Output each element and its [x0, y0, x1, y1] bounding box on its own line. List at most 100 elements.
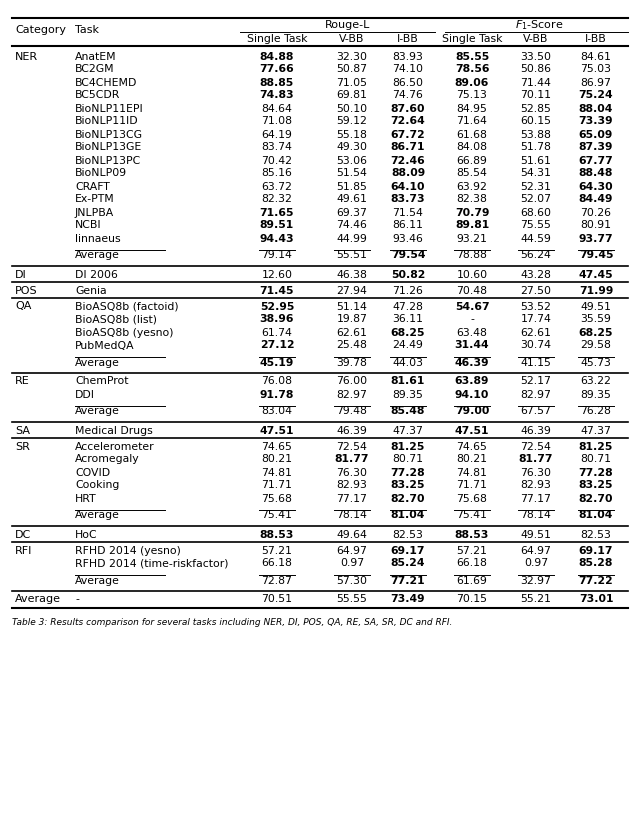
Text: 74.46: 74.46 — [337, 221, 367, 231]
Text: 74.83: 74.83 — [260, 90, 294, 101]
Text: 87.60: 87.60 — [391, 103, 425, 113]
Text: 45.73: 45.73 — [580, 357, 611, 367]
Text: 69.37: 69.37 — [337, 208, 367, 218]
Text: Average: Average — [75, 407, 120, 417]
Text: 50.10: 50.10 — [337, 103, 367, 113]
Text: BioNLP13CG: BioNLP13CG — [75, 130, 143, 140]
Text: 63.48: 63.48 — [456, 327, 488, 337]
Text: 75.13: 75.13 — [456, 90, 488, 101]
Text: 68.60: 68.60 — [520, 208, 552, 218]
Text: 80.21: 80.21 — [456, 455, 488, 465]
Text: 52.95: 52.95 — [260, 302, 294, 312]
Text: 71.26: 71.26 — [392, 285, 424, 295]
Text: 94.43: 94.43 — [260, 233, 294, 243]
Text: 38.96: 38.96 — [260, 314, 294, 324]
Text: 49.30: 49.30 — [337, 142, 367, 152]
Text: 17.74: 17.74 — [520, 314, 552, 324]
Text: SA: SA — [15, 426, 30, 436]
Text: 67.77: 67.77 — [579, 155, 613, 165]
Text: 53.52: 53.52 — [520, 302, 552, 312]
Text: 71.71: 71.71 — [456, 480, 488, 490]
Text: 61.69: 61.69 — [456, 576, 488, 586]
Text: 75.55: 75.55 — [520, 221, 552, 231]
Text: 69.81: 69.81 — [337, 90, 367, 101]
Text: 73.49: 73.49 — [390, 595, 426, 605]
Text: SR: SR — [15, 442, 30, 452]
Text: 80.71: 80.71 — [392, 455, 424, 465]
Text: DDI: DDI — [75, 390, 95, 399]
Text: 49.64: 49.64 — [337, 529, 367, 539]
Text: DI 2006: DI 2006 — [75, 270, 118, 280]
Text: 84.95: 84.95 — [456, 103, 488, 113]
Text: NER: NER — [15, 51, 38, 61]
Text: 81.04: 81.04 — [579, 510, 613, 520]
Text: Medical Drugs: Medical Drugs — [75, 426, 153, 436]
Text: 50.82: 50.82 — [391, 270, 425, 280]
Text: 65.09: 65.09 — [579, 130, 613, 140]
Text: 67.72: 67.72 — [390, 130, 426, 140]
Text: Task: Task — [75, 25, 99, 35]
Text: 52.07: 52.07 — [520, 194, 552, 204]
Text: RFI: RFI — [15, 546, 33, 556]
Text: Cooking: Cooking — [75, 480, 120, 490]
Text: 31.44: 31.44 — [454, 341, 490, 351]
Text: 88.04: 88.04 — [579, 103, 613, 113]
Text: 44.99: 44.99 — [337, 233, 367, 243]
Text: 51.85: 51.85 — [337, 181, 367, 192]
Text: AnatEM: AnatEM — [75, 51, 116, 61]
Text: CRAFT: CRAFT — [75, 181, 109, 192]
Text: 86.97: 86.97 — [580, 78, 611, 88]
Text: 71.71: 71.71 — [262, 480, 292, 490]
Text: 82.70: 82.70 — [579, 494, 613, 504]
Text: 63.72: 63.72 — [262, 181, 292, 192]
Text: 47.37: 47.37 — [392, 426, 424, 436]
Text: V-BB: V-BB — [524, 34, 548, 44]
Text: Average: Average — [75, 251, 120, 261]
Text: 73.01: 73.01 — [579, 595, 613, 605]
Text: RFHD 2014 (time-riskfactor): RFHD 2014 (time-riskfactor) — [75, 558, 228, 568]
Text: 82.32: 82.32 — [262, 194, 292, 204]
Text: 76.28: 76.28 — [580, 407, 611, 417]
Text: 50.87: 50.87 — [337, 65, 367, 74]
Text: 74.65: 74.65 — [456, 442, 488, 452]
Text: 43.28: 43.28 — [520, 270, 552, 280]
Text: 74.81: 74.81 — [456, 467, 488, 477]
Text: 39.78: 39.78 — [337, 357, 367, 367]
Text: 56.24: 56.24 — [520, 251, 552, 261]
Text: Table 3: Results comparison for several tasks including NER, DI, POS, QA, RE, SA: Table 3: Results comparison for several … — [12, 618, 452, 627]
Text: 89.51: 89.51 — [260, 221, 294, 231]
Text: POS: POS — [15, 285, 38, 295]
Text: 70.42: 70.42 — [262, 155, 292, 165]
Text: 47.51: 47.51 — [455, 426, 489, 436]
Text: 55.55: 55.55 — [337, 595, 367, 605]
Text: 49.51: 49.51 — [520, 529, 552, 539]
Text: I-BB: I-BB — [585, 34, 607, 44]
Text: 77.17: 77.17 — [520, 494, 552, 504]
Text: 41.15: 41.15 — [520, 357, 552, 367]
Text: 70.79: 70.79 — [455, 208, 489, 218]
Text: Average: Average — [75, 357, 120, 367]
Text: 89.35: 89.35 — [392, 390, 424, 399]
Text: 86.11: 86.11 — [392, 221, 424, 231]
Text: 76.08: 76.08 — [262, 376, 292, 386]
Text: 50.86: 50.86 — [520, 65, 552, 74]
Text: 66.18: 66.18 — [456, 558, 488, 568]
Text: 86.50: 86.50 — [392, 78, 424, 88]
Text: JNLPBA: JNLPBA — [75, 208, 115, 218]
Text: 83.73: 83.73 — [390, 194, 426, 204]
Text: BioASQ8b (list): BioASQ8b (list) — [75, 314, 157, 324]
Text: 51.61: 51.61 — [520, 155, 552, 165]
Text: 84.88: 84.88 — [260, 51, 294, 61]
Text: 75.41: 75.41 — [456, 510, 488, 520]
Text: 85.48: 85.48 — [391, 407, 425, 417]
Text: 0.97: 0.97 — [524, 558, 548, 568]
Text: HRT: HRT — [75, 494, 97, 504]
Text: QA: QA — [15, 302, 31, 312]
Text: 71.64: 71.64 — [456, 117, 488, 127]
Text: 85.28: 85.28 — [579, 558, 613, 568]
Text: 46.39: 46.39 — [454, 357, 490, 367]
Text: 83.74: 83.74 — [262, 142, 292, 152]
Text: 77.28: 77.28 — [579, 467, 613, 477]
Text: BC2GM: BC2GM — [75, 65, 115, 74]
Text: 87.39: 87.39 — [579, 142, 613, 152]
